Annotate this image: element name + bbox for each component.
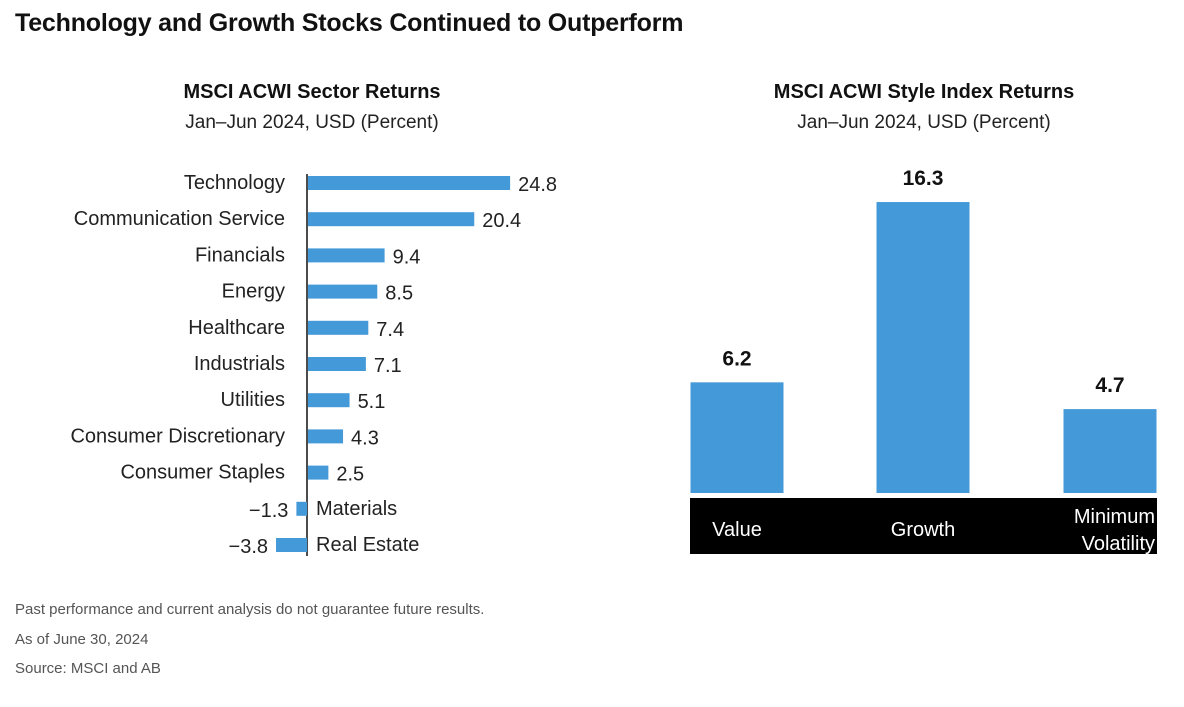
value-label: 4.3 — [351, 427, 379, 449]
value-label: 9.4 — [393, 246, 421, 268]
value-label: 7.4 — [376, 319, 404, 341]
category-label: Real Estate — [316, 534, 419, 556]
category-label: Consumer Discretionary — [70, 425, 285, 447]
category-label: Consumer Staples — [120, 462, 285, 484]
value-label: 2.5 — [336, 464, 364, 486]
bar-energy — [308, 284, 378, 299]
category-label: Materials — [316, 498, 397, 520]
category-label: Communication Service — [74, 208, 285, 230]
value-label: 20.4 — [482, 210, 521, 232]
bar-real-estate — [276, 538, 307, 552]
bar-minimum-volatility — [1063, 409, 1157, 493]
bar-growth — [876, 202, 970, 494]
footnote-disclaimer: Past performance and current analysis do… — [15, 601, 485, 618]
category-label: Technology — [184, 172, 285, 194]
category-label: Value — [712, 519, 762, 541]
bar-utilities — [308, 393, 350, 408]
category-label: Minimum Volatility — [1074, 506, 1155, 555]
value-label: 8.5 — [385, 283, 413, 305]
style-chart-title: MSCI ACWI Style Index Returns — [773, 81, 1075, 103]
bar-healthcare — [308, 320, 369, 335]
category-label: Growth — [891, 519, 955, 541]
bar-value — [690, 382, 784, 493]
category-label: Financials — [195, 244, 285, 266]
sector-returns-chart: Technology 24.8 Communication Service 20.4 F… — [70, 172, 557, 558]
value-label: 7.1 — [374, 355, 402, 377]
category-band — [690, 498, 1157, 554]
page-title: Technology and Growth Stocks Continued t… — [15, 9, 684, 37]
value-label: 4.7 — [1095, 374, 1124, 397]
category-label: Industrials — [194, 353, 285, 375]
bar-technology — [308, 176, 511, 190]
bar-communication-service — [308, 212, 475, 227]
value-label: 16.3 — [903, 167, 944, 190]
value-label: 5.1 — [358, 391, 386, 413]
footnote-source: Source: MSCI and AB — [15, 660, 161, 677]
style-chart-subtitle: Jan–Jun 2024, USD (Percent) — [797, 112, 1051, 133]
style-returns-chart: 6.2 Value 16.3 Growth 4.7 Minimum Volatility — [690, 167, 1157, 555]
bar-consumer-staples — [308, 465, 329, 480]
footnote-date: As of June 30, 2024 — [15, 631, 149, 648]
category-label: Energy — [222, 281, 285, 303]
sector-chart-title: MSCI ACWI Sector Returns — [183, 81, 441, 103]
bar-consumer-discretionary — [308, 429, 344, 444]
bar-materials — [296, 501, 307, 516]
bar-financials — [308, 248, 385, 263]
value-label: 24.8 — [518, 174, 557, 196]
category-label: Healthcare — [188, 317, 285, 339]
sector-chart-subtitle: Jan–Jun 2024, USD (Percent) — [185, 112, 439, 133]
value-label: −1.3 — [249, 500, 288, 522]
value-label: −3.8 — [229, 536, 268, 558]
category-label: Utilities — [221, 389, 285, 411]
bar-industrials — [308, 357, 366, 371]
value-label: 6.2 — [722, 347, 751, 370]
